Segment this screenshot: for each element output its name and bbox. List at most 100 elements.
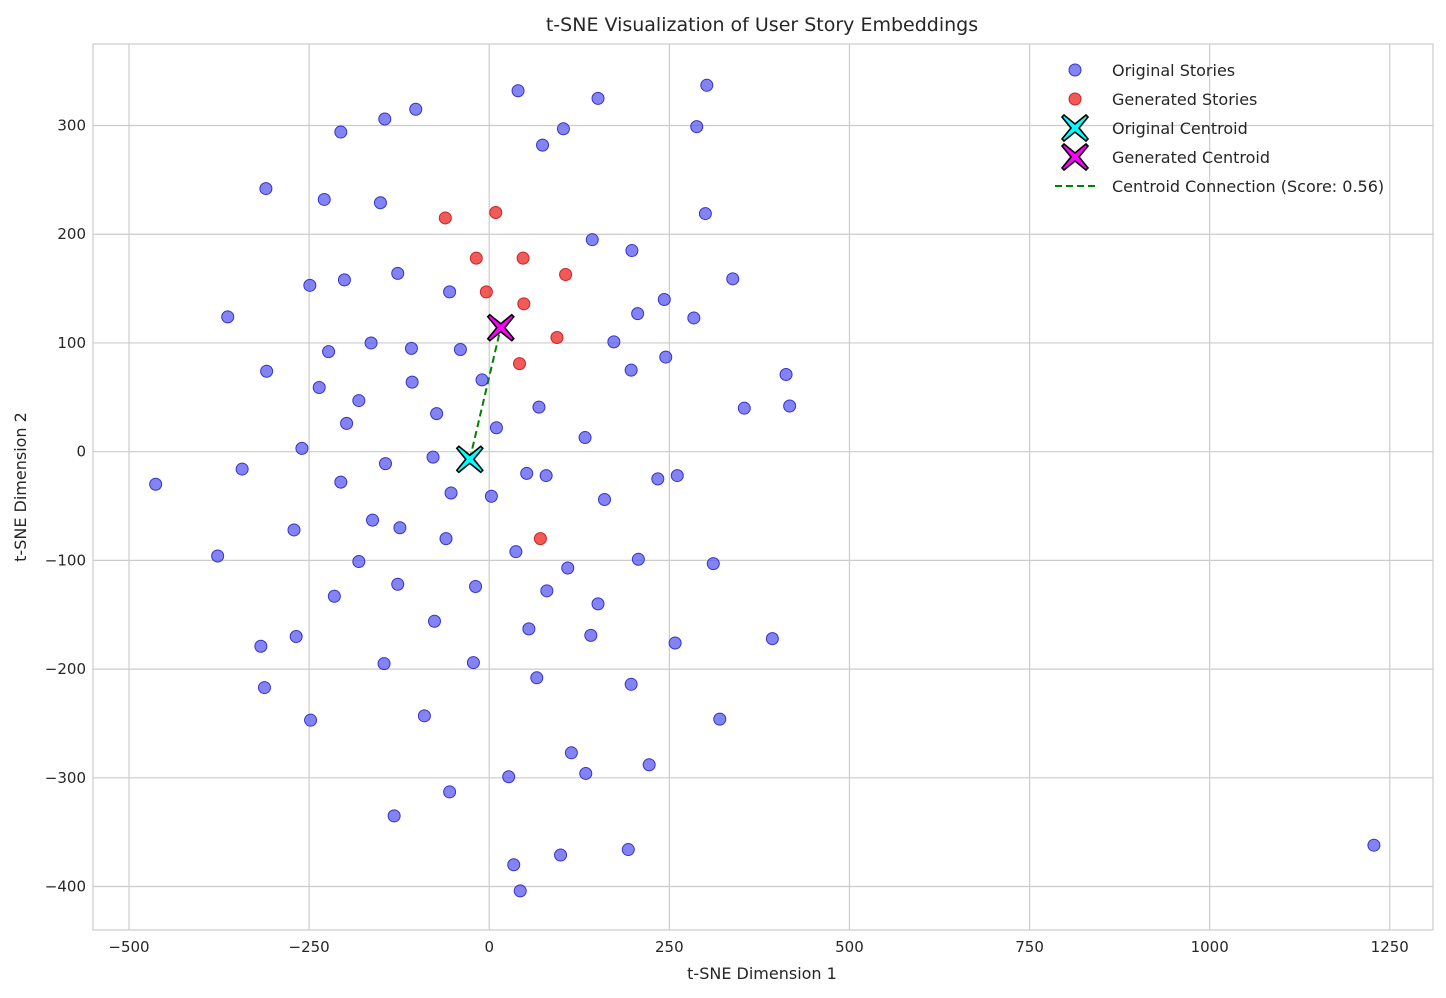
plot-area-frame — [92, 43, 1434, 931]
original-story-point — [466, 656, 480, 670]
y-tick-label: −400 — [45, 878, 86, 896]
original-story-point — [378, 457, 392, 471]
original-story-point — [289, 629, 303, 643]
original-story-point — [554, 848, 568, 862]
generated-story-point — [469, 251, 483, 265]
original-story-point — [337, 273, 351, 287]
original-story-point — [373, 196, 387, 210]
y-tick-label: 300 — [57, 117, 86, 135]
original-story-point — [303, 278, 317, 292]
original-story-point — [783, 399, 797, 413]
original-story-point — [530, 671, 544, 685]
y-axis-ticks: −400 −300 −200 −100 0 100 200 300 — [45, 117, 86, 896]
original-story-point — [430, 407, 444, 421]
original-story-point — [532, 400, 546, 414]
legend-generated-centroid-marker — [1060, 142, 1090, 172]
y-tick-label: 0 — [76, 443, 86, 461]
y-tick-label: −100 — [45, 551, 86, 569]
original-story-point — [391, 577, 405, 591]
original-story-point — [624, 677, 638, 691]
original-story-point — [259, 182, 273, 196]
original-story-point — [489, 421, 503, 435]
x-axis-ticks: −500 −250 0 250 500 750 1000 1250 — [108, 938, 1408, 956]
original-story-point — [598, 493, 612, 507]
generated-centroid-marker — [486, 313, 515, 342]
generated-story-point — [479, 285, 493, 299]
original-story-point — [340, 416, 354, 430]
x-tick-label: 1000 — [1191, 938, 1229, 956]
original-story-point — [393, 521, 407, 535]
original-story-point — [352, 394, 366, 408]
original-story-point — [352, 554, 366, 568]
original-story-point — [591, 91, 605, 105]
original-story-point — [391, 266, 405, 280]
original-story-point — [726, 272, 740, 286]
original-story-point — [260, 364, 274, 378]
original-story-point — [591, 597, 605, 611]
original-story-point — [507, 858, 521, 872]
original-story-point — [287, 523, 301, 537]
original-story-point — [377, 657, 391, 671]
original-story-point — [511, 84, 525, 98]
original-story-point — [651, 472, 665, 486]
original-story-point — [631, 552, 645, 566]
original-story-point — [426, 450, 440, 464]
original-story-point — [690, 120, 704, 134]
legend-original-centroid-marker — [1060, 113, 1090, 143]
generated-story-point — [550, 331, 564, 345]
data-points — [149, 78, 1381, 898]
original-story-point — [513, 884, 527, 898]
original-story-point — [657, 292, 671, 306]
original-story-point — [404, 341, 418, 355]
original-story-point — [304, 713, 318, 727]
y-tick-label: 100 — [57, 334, 86, 352]
original-story-point — [706, 557, 720, 571]
original-story-point — [642, 758, 656, 772]
generated-story-point — [512, 357, 526, 371]
original-story-point — [149, 477, 163, 491]
original-story-point — [522, 622, 536, 636]
original-story-point — [659, 350, 673, 364]
legend-generated-centroid-label: Generated Centroid — [1112, 148, 1270, 167]
generated-story-point — [533, 532, 547, 546]
original-story-point — [687, 311, 701, 325]
original-story-point — [624, 363, 638, 377]
original-story-point — [540, 584, 554, 598]
original-story-point — [700, 78, 714, 92]
original-story-point — [607, 335, 621, 349]
x-tick-label: 500 — [835, 938, 864, 956]
y-tick-label: 200 — [57, 225, 86, 243]
generated-story-point — [517, 297, 531, 311]
generated-story-point — [489, 206, 503, 220]
original-story-point — [713, 712, 727, 726]
x-tick-label: 750 — [1015, 938, 1044, 956]
original-story-point — [409, 102, 423, 116]
original-story-point — [698, 207, 712, 221]
y-tick-label: −300 — [45, 769, 86, 787]
legend-original-stories-marker — [1068, 63, 1082, 77]
original-story-point — [427, 614, 441, 628]
x-tick-label: −500 — [108, 938, 149, 956]
original-story-point — [484, 489, 498, 503]
original-story-point — [444, 486, 458, 500]
original-story-point — [765, 632, 779, 646]
original-story-point — [417, 709, 431, 723]
original-story-point — [295, 441, 309, 455]
original-story-point — [443, 785, 457, 799]
generated-story-point — [516, 251, 530, 265]
legend-original-stories-label: Original Stories — [1112, 61, 1235, 80]
original-story-point — [334, 125, 348, 139]
original-story-point — [334, 475, 348, 489]
original-story-point — [631, 307, 645, 321]
original-story-point — [1367, 838, 1381, 852]
x-tick-label: 1250 — [1371, 938, 1409, 956]
original-story-point — [364, 336, 378, 350]
x-tick-label: 250 — [655, 938, 684, 956]
original-story-point — [257, 681, 271, 695]
y-axis-label: t-SNE Dimension 2 — [11, 412, 30, 562]
y-tick-label: −200 — [45, 660, 86, 678]
original-story-point — [668, 636, 682, 650]
generated-story-point — [559, 267, 573, 281]
original-story-point — [453, 342, 467, 356]
